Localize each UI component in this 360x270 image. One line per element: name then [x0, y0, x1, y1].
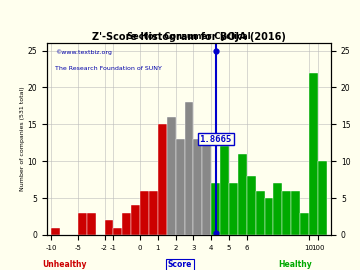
- Bar: [51, 228, 60, 235]
- Bar: [238, 154, 247, 235]
- Bar: [309, 73, 318, 235]
- Text: Healthy: Healthy: [278, 260, 312, 269]
- Bar: [176, 139, 185, 235]
- Bar: [265, 198, 274, 235]
- Bar: [256, 191, 265, 235]
- Bar: [274, 183, 282, 235]
- Text: 1.8665: 1.8665: [199, 134, 232, 144]
- Title: Z'-Score Histogram for BOJA (2016): Z'-Score Histogram for BOJA (2016): [92, 32, 286, 42]
- Bar: [113, 228, 122, 235]
- Bar: [300, 213, 309, 235]
- Bar: [78, 213, 87, 235]
- Bar: [185, 102, 193, 235]
- Bar: [318, 161, 327, 235]
- Bar: [247, 176, 256, 235]
- Bar: [291, 191, 300, 235]
- Bar: [158, 124, 167, 235]
- Bar: [122, 213, 131, 235]
- Bar: [87, 213, 96, 235]
- Text: Sector: Consumer Cyclical: Sector: Consumer Cyclical: [127, 32, 251, 41]
- Bar: [193, 139, 202, 235]
- Bar: [104, 220, 113, 235]
- Bar: [149, 191, 158, 235]
- Text: Score: Score: [168, 260, 192, 269]
- Bar: [167, 117, 176, 235]
- Text: The Research Foundation of SUNY: The Research Foundation of SUNY: [55, 66, 162, 71]
- Bar: [131, 205, 140, 235]
- Bar: [220, 146, 229, 235]
- Bar: [211, 183, 220, 235]
- Text: Unhealthy: Unhealthy: [42, 260, 87, 269]
- Text: ©www.textbiz.org: ©www.textbiz.org: [55, 49, 112, 55]
- Bar: [140, 191, 149, 235]
- Y-axis label: Number of companies (531 total): Number of companies (531 total): [20, 87, 25, 191]
- Bar: [202, 139, 211, 235]
- Bar: [229, 183, 238, 235]
- Bar: [282, 191, 291, 235]
